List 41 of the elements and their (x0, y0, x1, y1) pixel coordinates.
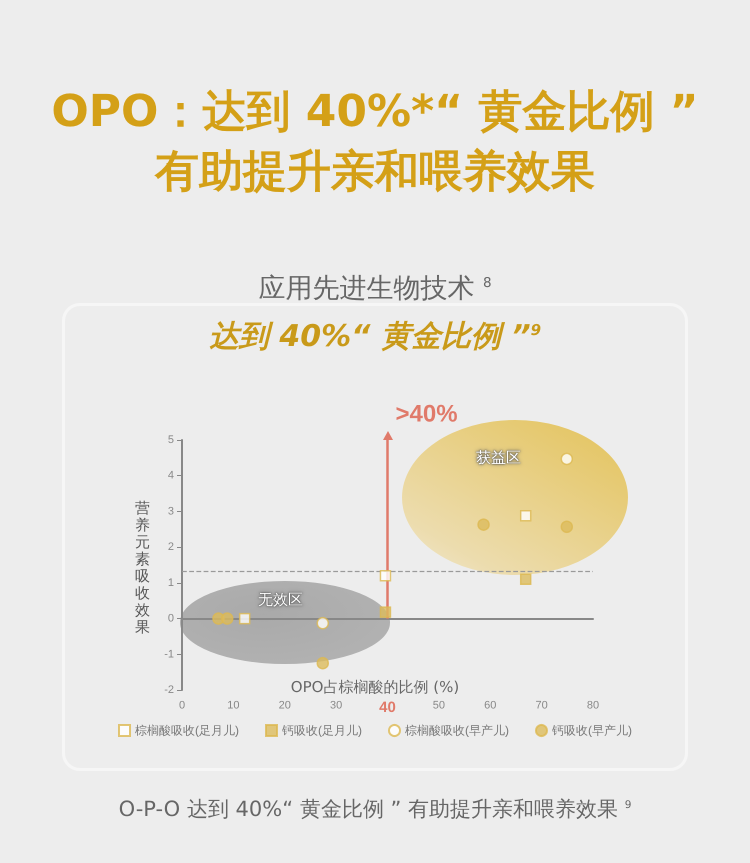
x-tick-label: 70 (536, 700, 548, 712)
y-tick-label: 5 (168, 434, 174, 446)
ref-line-label: >40% (396, 400, 458, 428)
point (220, 612, 234, 625)
point (380, 606, 392, 618)
point (316, 616, 330, 630)
x-tick-label: 40 (379, 699, 396, 716)
text: 应用先进生物技术 $^{8}$ (257, 272, 493, 306)
point (380, 570, 392, 582)
legend-label: 棕榈酸吸收(早产儿) (405, 724, 509, 738)
x-tick-label: 60 (484, 700, 496, 712)
x-tick-label: 30 (330, 700, 342, 712)
x-tick-label: 80 (586, 700, 600, 712)
legend-label: 钙吸收(足月儿) (281, 724, 362, 738)
y-tick-label: 0 (168, 612, 174, 625)
y-tick-label: -2 (164, 684, 174, 696)
y-tick-label: -1 (164, 648, 174, 660)
x-tick-label: 10 (227, 700, 240, 712)
point (560, 520, 574, 534)
y-tick-label: 2 (168, 541, 174, 554)
x-tick-label: 50 (432, 700, 445, 712)
x-tick-label: 0 (178, 700, 186, 712)
x-tick-label: 20 (278, 700, 291, 712)
text: O-P-O 达到 40%“ 黄金比例 ” 有助提升亲和喂养效果 $^{9}$ (118, 796, 632, 823)
chart-title: OPO：达到 40%*“ 黄金比例 ” 有助提升亲和喂养效果 (50, 85, 700, 199)
point (520, 510, 532, 522)
x-axis-title: OPO占棕榈酸的比例 (%) (290, 678, 460, 696)
annotation: 无效区 (258, 590, 304, 610)
point (520, 574, 532, 586)
point (238, 612, 250, 624)
point (560, 452, 574, 466)
chart-subtitle: 达到 40%“ 黄金比例 ”$^{9}$ (208, 318, 542, 356)
point (477, 518, 490, 531)
annotation: 获益区 (476, 448, 521, 467)
y-tick-label: 3 (168, 505, 174, 518)
y-axis-title: 营养元素吸收效果 (134, 499, 151, 636)
y-tick-label: 4 (168, 470, 174, 482)
y-tick-label: 1 (168, 576, 174, 589)
legend-label: 钙吸收(早产儿) (550, 724, 632, 738)
point (316, 656, 330, 670)
legend-label: 棕榈酸吸收(足月儿) (135, 724, 240, 738)
